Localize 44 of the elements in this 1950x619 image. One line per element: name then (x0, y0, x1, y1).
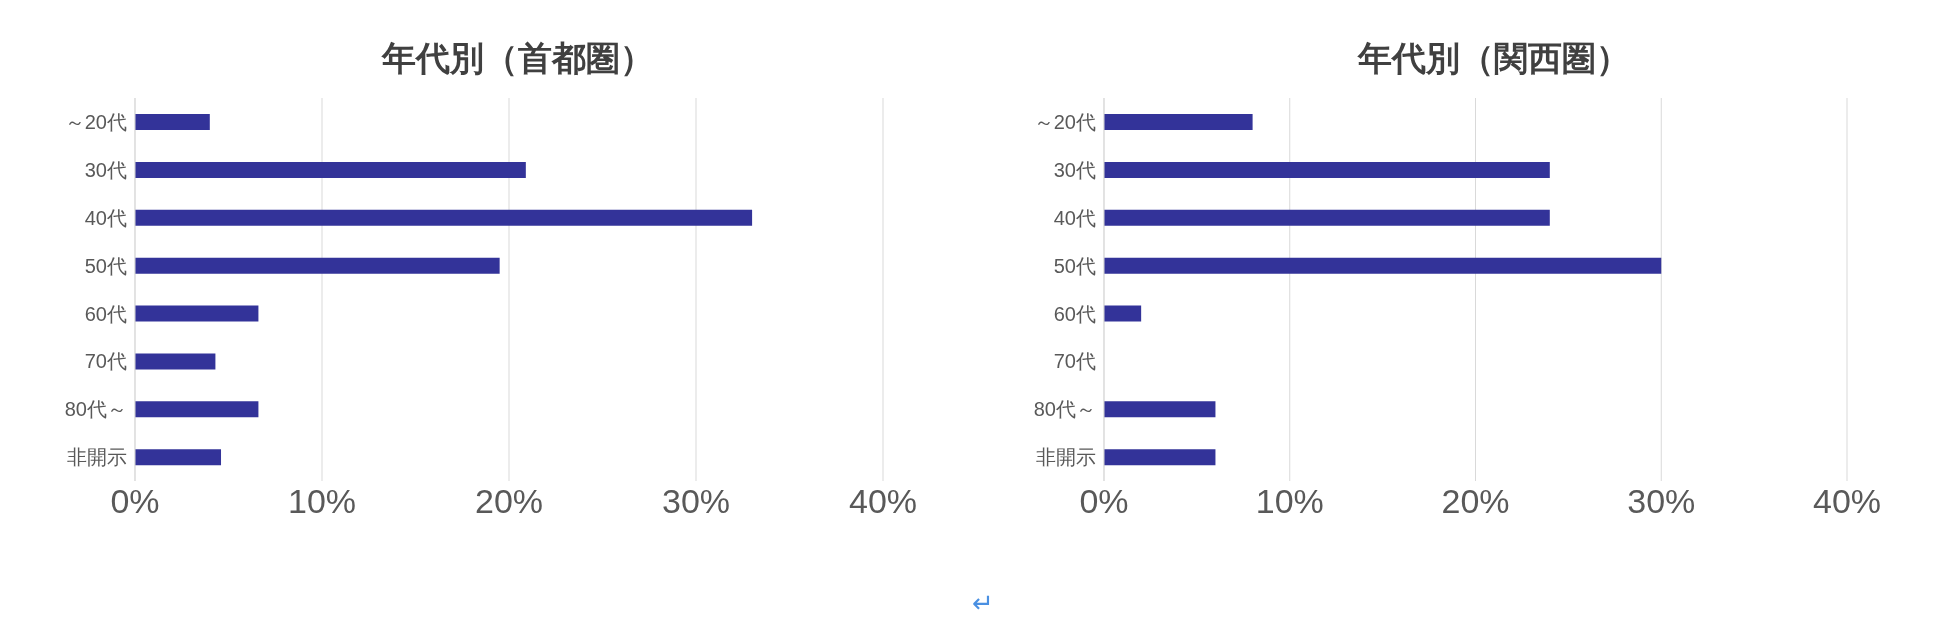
x-tick-label: 10% (1255, 482, 1324, 521)
y-tick-label: 60代 (1053, 302, 1096, 325)
bar (135, 449, 222, 466)
y-tick-label: 非開示 (1036, 446, 1096, 469)
y-tick-label: 80代～ (64, 398, 127, 421)
y-tick-label: ～20代 (1033, 111, 1096, 134)
bar (1104, 401, 1216, 418)
x-tick-label: 10% (287, 482, 357, 521)
bar (1104, 161, 1550, 178)
y-tick-label: 50代 (1053, 254, 1096, 277)
x-tick-label: 0% (1079, 482, 1129, 521)
x-tick-label: 20% (474, 482, 544, 521)
bar (135, 114, 210, 130)
y-tick-label: 60代 (84, 302, 127, 325)
chart-title: 年代別（関西圏） (1356, 38, 1632, 79)
bar (135, 161, 526, 178)
bar (135, 305, 259, 322)
x-tick-label: 30% (661, 482, 731, 521)
y-tick-label: 40代 (1053, 206, 1096, 229)
bar (135, 257, 500, 274)
x-tick-label: 40% (1812, 482, 1882, 521)
y-tick-label: 30代 (1053, 158, 1096, 181)
bar (135, 209, 753, 226)
y-tick-label: ～20代 (64, 111, 127, 134)
chart-title: 年代別（首都圏） (380, 38, 655, 79)
y-tick-label: 70代 (1053, 350, 1096, 373)
x-tick-label: 30% (1627, 482, 1696, 521)
y-tick-label: 非開示 (67, 446, 127, 469)
y-tick-label: 70代 (84, 350, 127, 373)
bar (1104, 114, 1253, 130)
bar (135, 353, 216, 370)
bar (1104, 305, 1142, 322)
bar (1104, 257, 1662, 274)
x-tick-label: 20% (1441, 482, 1510, 521)
x-tick-label: 40% (848, 482, 918, 521)
y-tick-label: 50代 (84, 254, 127, 277)
x-tick-label: 0% (110, 482, 160, 521)
bar (135, 401, 259, 418)
y-tick-label: 40代 (84, 206, 127, 229)
y-tick-label: 30代 (84, 158, 127, 181)
bar (1104, 209, 1550, 226)
text: ↵ (971, 588, 995, 619)
bar (1104, 449, 1216, 466)
y-tick-label: 80代～ (1033, 398, 1096, 421)
